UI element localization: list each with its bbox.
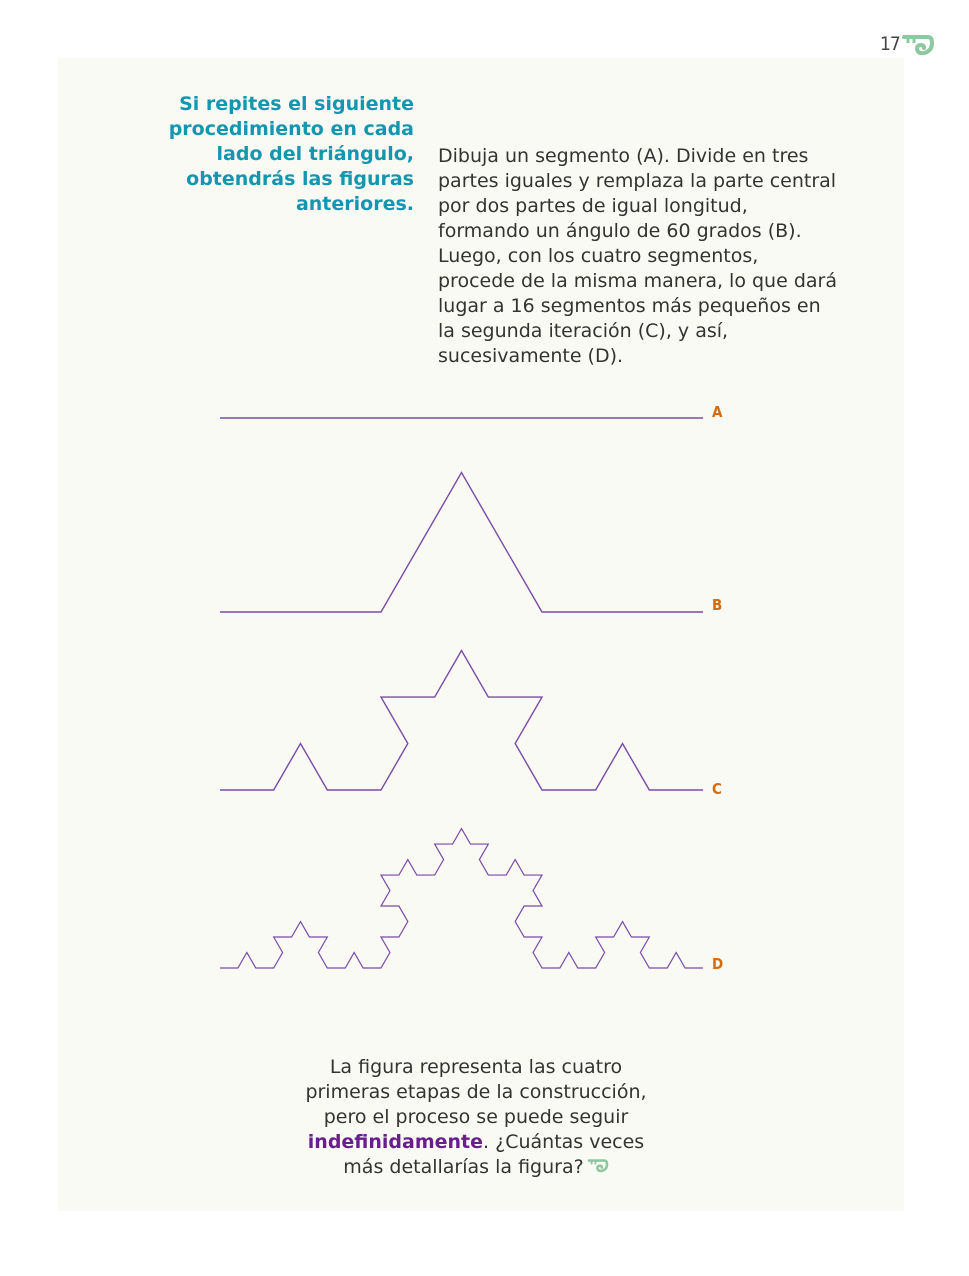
koch-iteration-b [220,471,703,613]
figure-label-b: B [712,596,723,614]
closing-text-1: La figura representa las cuatro primeras… [305,1056,647,1128]
figure-label-c: C [712,780,722,798]
spiral-ornament-icon [902,35,934,56]
closing-text-2: . ¿Cuántas veces más detallarías la figu… [343,1131,645,1178]
aside-callout: Si repites el siguiente procedimiento en… [168,93,414,215]
instructions-paragraph: Dibuja un segmento (A). Divide en tres p… [438,145,837,367]
figure-label-d: D [712,955,724,973]
emphasis-word: indefinidamente [307,1131,484,1153]
koch-iteration-c [220,649,703,791]
content-panel [58,58,904,1211]
page-number: 17 [880,33,901,55]
spiral-ornament-icon [587,1159,608,1173]
figure-label-a: A [712,403,723,421]
koch-iteration-d [220,827,703,969]
closing-question: La figura representa las cuatro primeras… [286,1055,666,1180]
